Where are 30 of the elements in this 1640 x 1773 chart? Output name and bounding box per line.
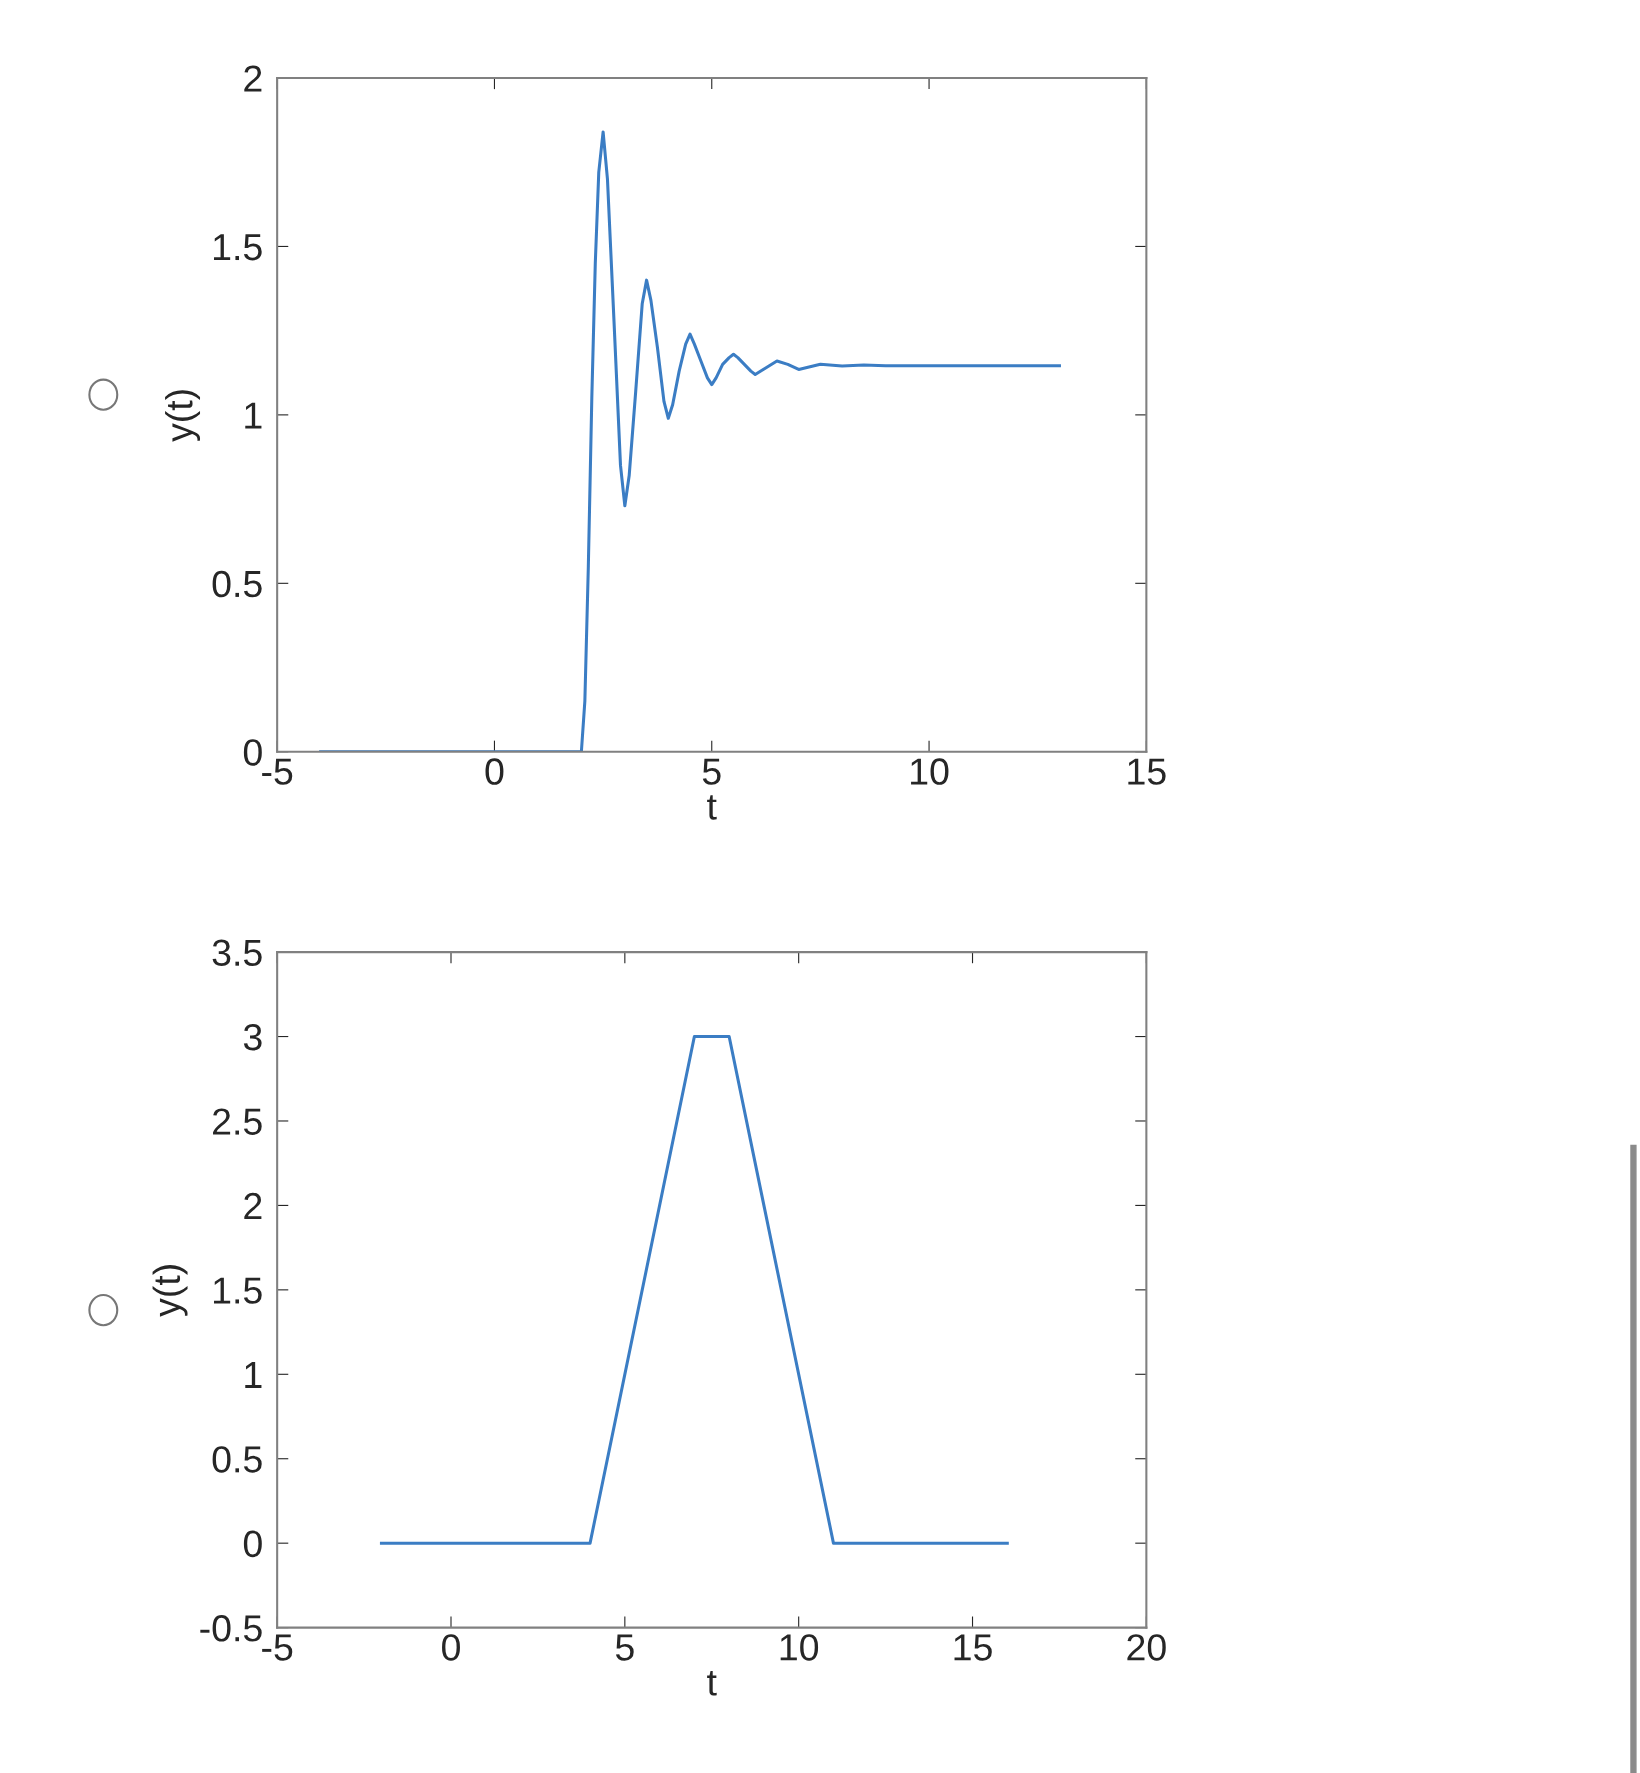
y-tick-label: 0 (243, 1530, 262, 1558)
x-axis-title: t (707, 1671, 717, 1696)
y-tick-label: 2 (244, 1192, 262, 1220)
x-tick-label: 5 (615, 1634, 634, 1661)
y-tick-label: 2 (244, 65, 262, 92)
y-tick-label: 3 (243, 1023, 262, 1051)
y-tick-label: 1 (245, 1362, 262, 1388)
x-tick-label: 15 (954, 1634, 992, 1661)
y-axis-title: y(t) (165, 390, 201, 442)
x-tick-label: 5 (702, 758, 721, 785)
x-tick-label: -5 (262, 758, 293, 785)
y-tick-label: 1 (245, 402, 262, 429)
y-tick-label: -0.5 (200, 1615, 262, 1642)
y-tick-label: 1.5 (214, 1277, 262, 1304)
x-tick-label: 10 (780, 1634, 819, 1661)
y-tick-label: 0 (243, 739, 262, 766)
x-tick-label: 20 (1127, 1634, 1166, 1661)
y-axis-title: y(t) (152, 1265, 188, 1317)
x-axis-title: t (707, 795, 717, 820)
y-tick-label: 2.5 (213, 1108, 262, 1135)
x-tick-label: 10 (911, 758, 949, 785)
y-tick-label: 3.5 (212, 939, 262, 967)
x-tick-label: 15 (1128, 758, 1166, 785)
y-tick-label: 1.5 (214, 234, 262, 261)
y-tick-label: 0.5 (212, 1446, 262, 1473)
y-tick-label: 0.5 (212, 570, 262, 598)
x-tick-label: -5 (262, 1634, 293, 1661)
x-tick-label: 0 (485, 758, 504, 785)
line-series (319, 130, 1061, 752)
x-tick-label: 0 (442, 1634, 460, 1661)
